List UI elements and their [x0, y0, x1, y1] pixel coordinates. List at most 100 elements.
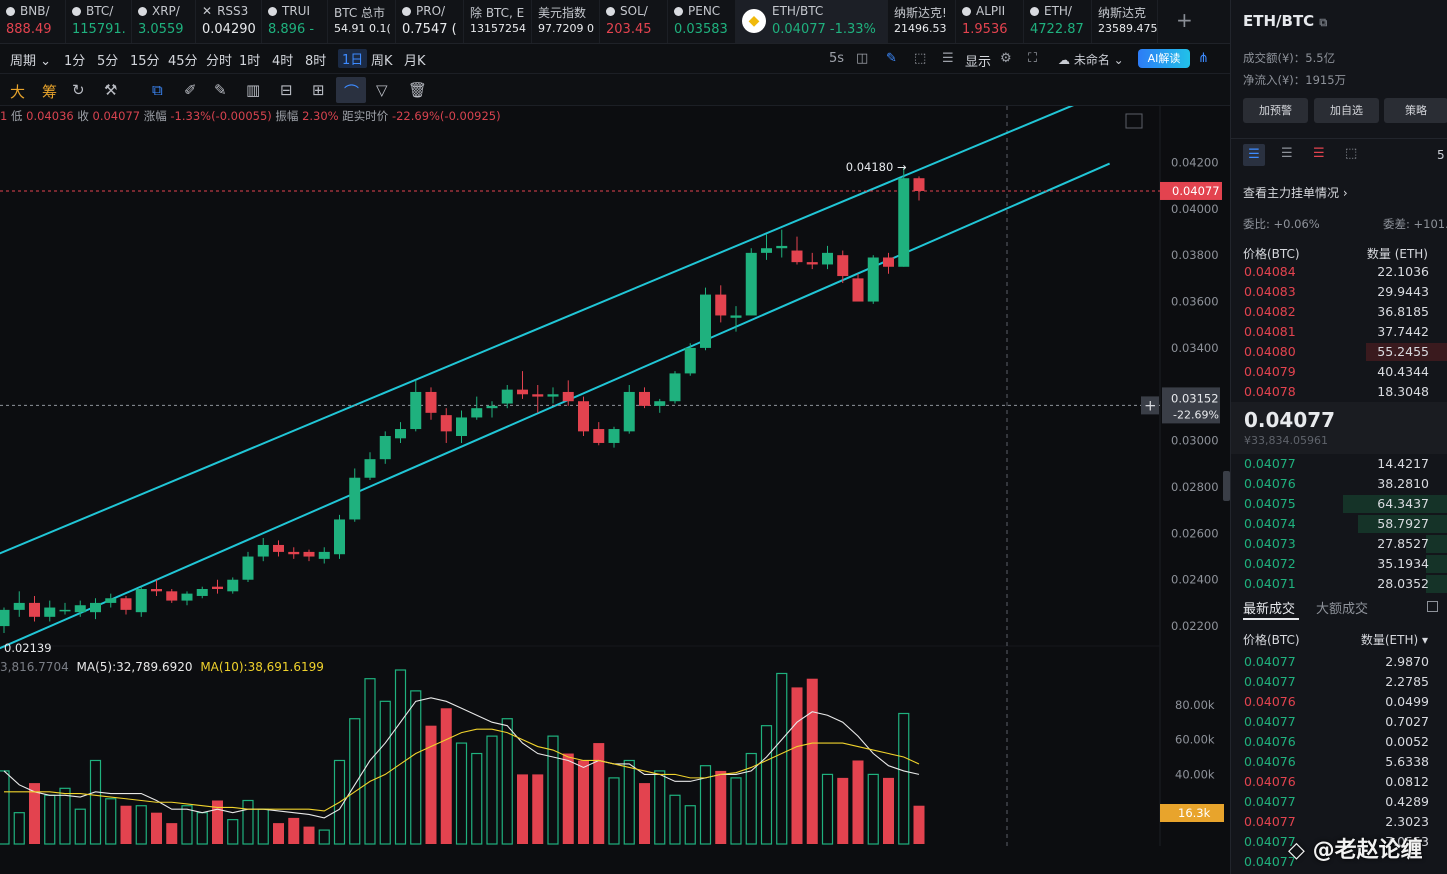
period-9[interactable]: 周K [371, 54, 393, 69]
period-1[interactable]: 5分 [97, 54, 119, 69]
layout-selector[interactable]: ☁ 未命名 ⌄ [1058, 53, 1124, 67]
candle-body[interactable] [410, 391, 422, 430]
copy-icon[interactable]: ⧉ [152, 81, 163, 99]
big-trades-checkbox[interactable] [1427, 601, 1438, 612]
ask-row[interactable]: 0.04080 55.2455 [1231, 342, 1447, 362]
settings-icon[interactable]: ⚙ [1000, 51, 1012, 66]
brush-icon[interactable]: ✎ [214, 81, 227, 99]
orderbook-bids-icon[interactable]: ☰ [1281, 146, 1293, 161]
candle-body[interactable] [425, 391, 437, 413]
candle-body[interactable] [883, 257, 894, 267]
add-alert-plus-icon[interactable] [1141, 396, 1159, 415]
period-6[interactable]: 4时 [272, 54, 294, 69]
ticker-tab[interactable]: ✕ RSS3 0.04290 [196, 0, 262, 43]
candle-body[interactable] [227, 579, 239, 592]
candle-body[interactable] [196, 589, 208, 596]
candle-body[interactable] [13, 602, 25, 610]
candle-body[interactable] [303, 551, 315, 557]
list-icon[interactable]: ☰ [942, 51, 954, 66]
strategy-button[interactable]: 策略 [1384, 98, 1447, 123]
candle-body[interactable] [715, 294, 727, 316]
candle-body[interactable] [181, 593, 193, 601]
candle-body[interactable] [913, 178, 925, 191]
panel-collapse-handle[interactable] [1223, 471, 1230, 501]
ai-analysis-button[interactable]: AI解读 [1138, 49, 1190, 68]
bid-row[interactable]: 0.04074 58.7927 [1231, 514, 1447, 534]
bid-row[interactable]: 0.04071 28.0352 [1231, 574, 1447, 594]
fullscreen-icon[interactable]: ⛶ [1028, 51, 1038, 66]
candle-body[interactable] [593, 429, 605, 443]
candle-body[interactable] [898, 178, 910, 267]
ask-row[interactable]: 0.04081 37.7442 [1231, 322, 1447, 342]
period-4[interactable]: 分时 [206, 54, 233, 69]
candle-body[interactable] [74, 605, 86, 613]
candle-body[interactable] [212, 586, 223, 589]
expand-icon[interactable]: ⬚ [914, 51, 927, 66]
candle-body[interactable] [288, 551, 300, 555]
add-tab-icon[interactable]: + [1176, 8, 1193, 32]
plus-icon[interactable]: + [1144, 396, 1157, 414]
candle-body[interactable] [837, 255, 849, 277]
bid-row[interactable]: 0.04076 38.2810 [1231, 474, 1447, 494]
add-alert-button[interactable]: 加预警 [1243, 98, 1308, 123]
candle-body[interactable] [166, 591, 178, 601]
main-orders-link[interactable]: 查看主力挂单情况 › [1243, 186, 1348, 200]
trash-icon[interactable]: 🗑 [408, 81, 428, 99]
candle-tool-icon[interactable]: ▥ [246, 81, 261, 99]
bid-row[interactable]: 0.04072 35.1934 [1231, 554, 1447, 574]
filter-icon[interactable]: ▽ [376, 81, 388, 99]
candle-body[interactable] [59, 609, 71, 612]
candle-body[interactable] [364, 459, 376, 478]
candle-body[interactable] [578, 401, 589, 432]
candle-body[interactable] [273, 544, 284, 552]
ruler-icon[interactable]: ✐ [184, 81, 197, 99]
period-0[interactable]: 1分 [64, 54, 86, 69]
candle-body[interactable] [44, 607, 56, 617]
channel-upper-line[interactable] [0, 106, 1110, 558]
candle-body[interactable] [562, 391, 574, 402]
ask-row[interactable]: 0.04084 22.1036 [1231, 262, 1447, 282]
share-icon[interactable]: ⋔ [1198, 51, 1209, 66]
add-watchlist-button[interactable]: 加自选 [1314, 98, 1379, 123]
candle-body[interactable] [456, 417, 467, 436]
precision-selector[interactable]: 5 [1437, 148, 1445, 162]
interval-label[interactable]: 5s [829, 51, 845, 66]
copy-pair-icon[interactable]: ⧉ [1319, 16, 1328, 29]
candle-body[interactable] [242, 556, 254, 580]
candle-body[interactable] [806, 262, 818, 265]
bid-row[interactable]: 0.04075 64.3437 [1231, 494, 1447, 514]
ticker-tab[interactable]: XRP/3.0559 [132, 0, 196, 43]
ticker-tab[interactable]: BTC 总市 54.91 0.1( [328, 0, 396, 43]
candle-body[interactable] [105, 598, 117, 603]
period-dropdown[interactable]: 周期 ⌄ [10, 54, 52, 69]
candle-body[interactable] [791, 250, 803, 263]
replay-icon[interactable]: ↻ [72, 81, 85, 99]
candle-body[interactable] [120, 598, 132, 610]
candle-body[interactable] [0, 609, 10, 627]
candle-body[interactable] [486, 405, 498, 409]
orderbook-expand-icon[interactable]: ⬚ [1345, 146, 1358, 161]
candle-body[interactable] [700, 294, 711, 348]
channel-lower-line[interactable] [0, 162, 1111, 653]
ticker-tab[interactable]: 除 BTC, E 13157254 [464, 0, 532, 43]
display-menu[interactable]: 显示 [965, 55, 992, 70]
candle-body[interactable] [730, 315, 742, 318]
candle-body[interactable] [669, 373, 681, 402]
ticker-tab[interactable]: BTC/115791. [66, 0, 132, 43]
tab-big-trades[interactable]: 大额成交 [1316, 602, 1369, 617]
ask-row[interactable]: 0.04082 36.8185 [1231, 302, 1447, 322]
candle-body[interactable] [379, 436, 391, 460]
candle-body[interactable] [151, 589, 162, 592]
pencil-icon[interactable]: ✎ [886, 51, 897, 66]
ticker-tab[interactable]: BNB/888.49 [0, 0, 66, 43]
ticker-tab[interactable]: 美元指数 97.7209 0 [532, 0, 600, 43]
candle-body[interactable] [471, 408, 483, 418]
lock-icon[interactable]: ⊟ [280, 81, 293, 99]
trade-col-qty[interactable]: 数量(ETH) ▾ [1360, 633, 1428, 647]
candle-body[interactable] [395, 429, 406, 439]
candle-body[interactable] [517, 389, 528, 395]
camera-icon[interactable]: ◫ [856, 51, 869, 66]
magnet-icon[interactable]: ⌒ [344, 83, 360, 101]
ticker-tab[interactable]: ALPII 1.9536 [956, 0, 1024, 43]
candle-body[interactable] [334, 519, 345, 555]
